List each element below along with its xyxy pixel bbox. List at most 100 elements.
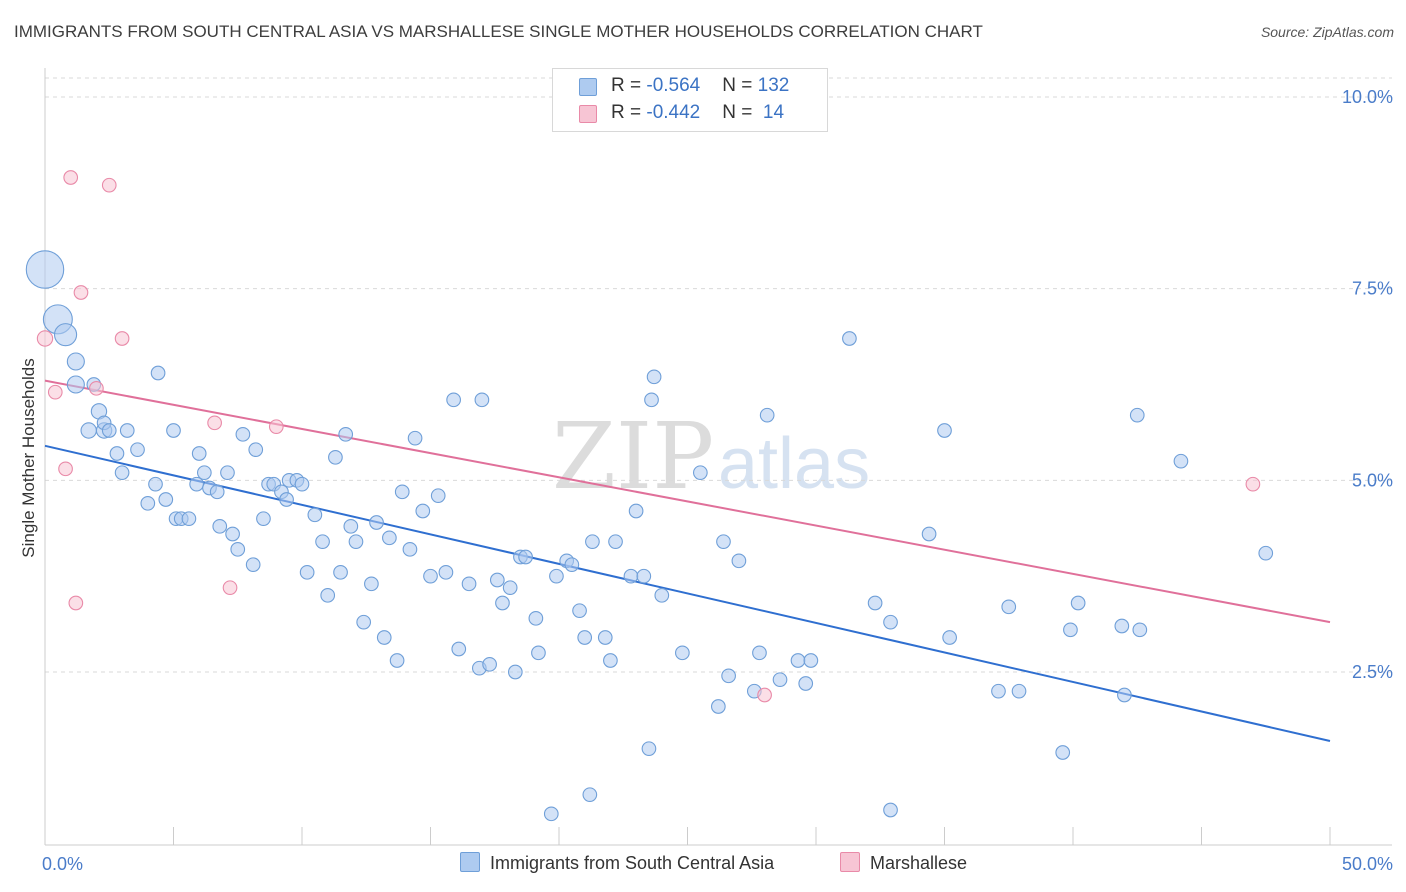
point-south-central-asia — [608, 534, 623, 550]
point-south-central-asia — [1258, 545, 1274, 561]
point-south-central-asia — [130, 442, 145, 458]
point-south-central-asia — [369, 515, 384, 530]
point-south-central-asia — [430, 488, 446, 504]
y-tick-label: 5.0% — [1352, 470, 1393, 490]
point-south-central-asia — [415, 503, 431, 519]
x-tick-label: 0.0% — [42, 854, 83, 874]
point-south-central-asia — [495, 595, 510, 611]
point-south-central-asia — [1117, 687, 1132, 703]
point-south-central-asia — [528, 610, 544, 626]
legend-swatch-series2 — [579, 105, 597, 123]
point-south-central-asia — [364, 576, 379, 592]
point-south-central-asia — [772, 672, 788, 688]
point-south-central-asia — [394, 484, 410, 500]
point-south-central-asia — [585, 534, 600, 550]
point-south-central-asia — [158, 492, 174, 507]
point-south-central-asia — [582, 787, 598, 803]
point-south-central-asia — [402, 541, 418, 557]
point-marshallese — [89, 380, 104, 396]
point-south-central-asia — [482, 656, 497, 672]
point-south-central-asia — [230, 541, 246, 557]
axes — [44, 68, 1392, 846]
point-south-central-asia — [1055, 745, 1071, 760]
legend-r-value: -0.442 — [646, 102, 701, 123]
point-marshallese — [68, 595, 84, 611]
y-tick-label: 10.0% — [1342, 87, 1393, 107]
point-south-central-asia — [654, 587, 670, 603]
bottom-legend-series1: Immigrants from South Central Asia — [460, 852, 774, 876]
point-south-central-asia — [790, 653, 806, 668]
point-south-central-asia — [883, 614, 898, 630]
legend-swatch-series1 — [579, 78, 597, 96]
point-south-central-asia — [320, 587, 336, 603]
point-south-central-asia — [389, 653, 405, 668]
point-south-central-asia — [315, 534, 330, 550]
point-south-central-asia — [867, 595, 883, 611]
point-south-central-asia — [577, 630, 593, 645]
point-south-central-asia — [119, 423, 135, 438]
legend-n-value: 14 — [757, 102, 785, 123]
trend-line-south-central-asia — [44, 444, 1331, 742]
point-south-central-asia — [338, 426, 354, 442]
point-south-central-asia — [114, 465, 130, 481]
bottom-legend-swatch-series2 — [840, 852, 860, 872]
point-south-central-asia — [140, 495, 156, 511]
point-marshallese — [47, 384, 63, 400]
point-south-central-asia — [376, 630, 392, 645]
point-south-central-asia — [294, 476, 310, 492]
tick-labels: 2.5% 5.0% 7.5% 10.0% 0.0% 50.0% — [42, 87, 1393, 874]
point-south-central-asia — [1070, 595, 1086, 611]
legend-n-label: N = — [722, 102, 758, 123]
bottom-legend-label-series2: Marshallese — [870, 853, 968, 873]
point-south-central-asia — [641, 741, 657, 757]
point-south-central-asia — [101, 423, 117, 438]
point-marshallese — [268, 419, 284, 435]
point-south-central-asia — [991, 683, 1006, 699]
point-south-central-asia — [1132, 622, 1148, 638]
point-south-central-asia — [597, 630, 613, 645]
point-south-central-asia — [623, 568, 639, 584]
point-south-central-asia — [1129, 407, 1145, 423]
legend-r-label: R = — [611, 102, 647, 123]
trend-line-marshallese — [44, 379, 1331, 624]
point-marshallese — [207, 415, 222, 431]
point-south-central-asia — [382, 530, 397, 546]
point-south-central-asia — [1173, 453, 1189, 469]
point-south-central-asia — [66, 352, 85, 371]
point-south-central-asia — [148, 476, 163, 492]
point-south-central-asia — [564, 557, 580, 573]
point-marshallese — [757, 687, 772, 703]
data-points — [25, 170, 1274, 822]
point-south-central-asia — [731, 553, 747, 569]
watermark-atlas: atlas — [718, 424, 870, 504]
correlation-legend: R = -0.564 N = 132 R = -0.442 N = 14 — [552, 68, 828, 132]
point-south-central-asia — [474, 392, 490, 408]
point-south-central-asia — [446, 392, 461, 408]
chart-title: IMMIGRANTS FROM SOUTH CENTRAL ASIA VS MA… — [14, 22, 983, 41]
point-marshallese — [36, 330, 54, 347]
legend-n-label: N = — [722, 75, 758, 96]
point-marshallese — [222, 580, 238, 596]
point-south-central-asia — [220, 465, 235, 481]
point-south-central-asia — [225, 526, 240, 542]
point-marshallese — [58, 461, 73, 477]
point-south-central-asia — [603, 653, 618, 668]
point-south-central-asia — [803, 653, 819, 668]
point-south-central-asia — [333, 564, 348, 580]
bottom-legend-series2: Marshallese — [840, 852, 967, 876]
point-south-central-asia — [628, 503, 644, 519]
point-south-central-asia — [937, 423, 952, 438]
legend-r-value: -0.564 — [646, 75, 701, 96]
point-south-central-asia — [80, 422, 97, 439]
legend-n-value: 132 — [757, 75, 790, 96]
point-marshallese — [101, 177, 117, 193]
point-south-central-asia — [196, 465, 212, 481]
point-south-central-asia — [549, 568, 564, 584]
point-south-central-asia — [150, 365, 166, 381]
point-south-central-asia — [942, 630, 957, 645]
point-south-central-asia — [191, 446, 207, 461]
point-south-central-asia — [66, 375, 85, 394]
point-south-central-asia — [189, 476, 204, 492]
point-south-central-asia — [842, 331, 857, 346]
